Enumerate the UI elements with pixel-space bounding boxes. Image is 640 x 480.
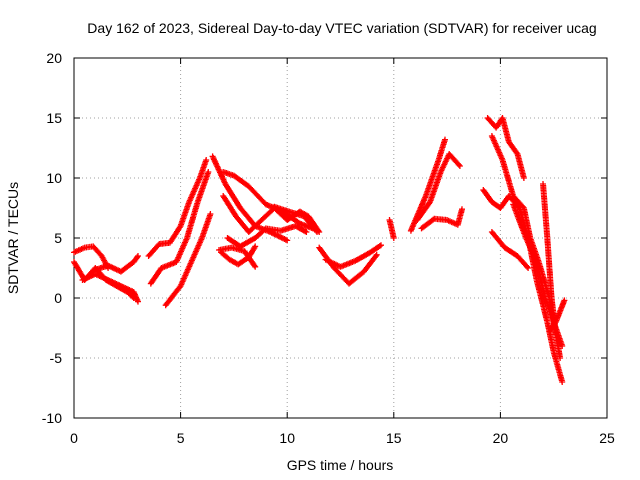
- x-tick-label: 25: [599, 430, 615, 446]
- marker-trace: [224, 223, 310, 250]
- marker-trace: [90, 253, 141, 275]
- x-tick-label: 10: [279, 430, 295, 446]
- y-tick-label: 15: [46, 110, 62, 126]
- x-axis-label: GPS time / hours: [287, 457, 394, 473]
- series-arc-4: [90, 253, 141, 275]
- series-arc-20: [418, 206, 465, 232]
- series-arc-12: [216, 244, 259, 270]
- y-tick-label: -5: [50, 350, 63, 366]
- marker-trace: [407, 136, 448, 234]
- y-tick-label: 10: [46, 170, 62, 186]
- axis-ticks: [73, 57, 608, 419]
- marker-trace: [546, 297, 568, 335]
- series-arc-26: [540, 181, 559, 337]
- series-arc-10: [224, 223, 310, 250]
- x-tick-label: 5: [177, 430, 185, 446]
- marker-trace: [322, 242, 384, 270]
- series-arc-16: [322, 242, 384, 270]
- y-tick-label: 0: [54, 290, 62, 306]
- x-tick-labels: 0 5 10 15 20 25: [70, 430, 615, 446]
- series-arc-7: [162, 211, 214, 309]
- series-arc-27: [546, 297, 568, 335]
- series-arc-14: [271, 203, 320, 235]
- x-tick-label: 15: [386, 430, 402, 446]
- marker-trace: [414, 151, 463, 223]
- y-tick-labels: -10 -5 0 5 10 15 20: [42, 50, 62, 426]
- marker-trace: [71, 243, 112, 271]
- series-arc-22: [484, 115, 527, 181]
- series-arc-2: [71, 243, 112, 271]
- marker-trace: [162, 211, 214, 309]
- marker-trace: [271, 203, 320, 235]
- marker-trace: [386, 217, 397, 241]
- marker-trace: [418, 206, 465, 232]
- marker-trace: [484, 115, 527, 181]
- marker-trace: [145, 157, 210, 259]
- series-arc-3: [79, 271, 141, 305]
- y-tick-label: -10: [42, 410, 62, 426]
- x-tick-label: 20: [493, 430, 509, 446]
- chart-title: Day 162 of 2023, Sidereal Day-to-day VTE…: [87, 20, 596, 36]
- x-tick-label: 0: [70, 430, 78, 446]
- series-arc-6: [147, 169, 212, 287]
- marker-trace: [216, 244, 259, 270]
- series-arc-18: [407, 136, 448, 234]
- data-markers: [71, 115, 568, 385]
- y-tick-label: 20: [46, 50, 62, 66]
- series-arc-17: [386, 217, 397, 241]
- marker-trace: [147, 169, 212, 287]
- series-arc-19: [414, 151, 463, 223]
- series-arc-5: [145, 157, 210, 259]
- marker-trace: [79, 271, 141, 305]
- y-tick-label: 5: [54, 230, 62, 246]
- series-arc-24: [488, 229, 532, 271]
- marker-trace: [488, 229, 532, 271]
- marker-trace: [540, 181, 559, 337]
- y-axis-label: SDTVAR / TECUs: [5, 182, 21, 294]
